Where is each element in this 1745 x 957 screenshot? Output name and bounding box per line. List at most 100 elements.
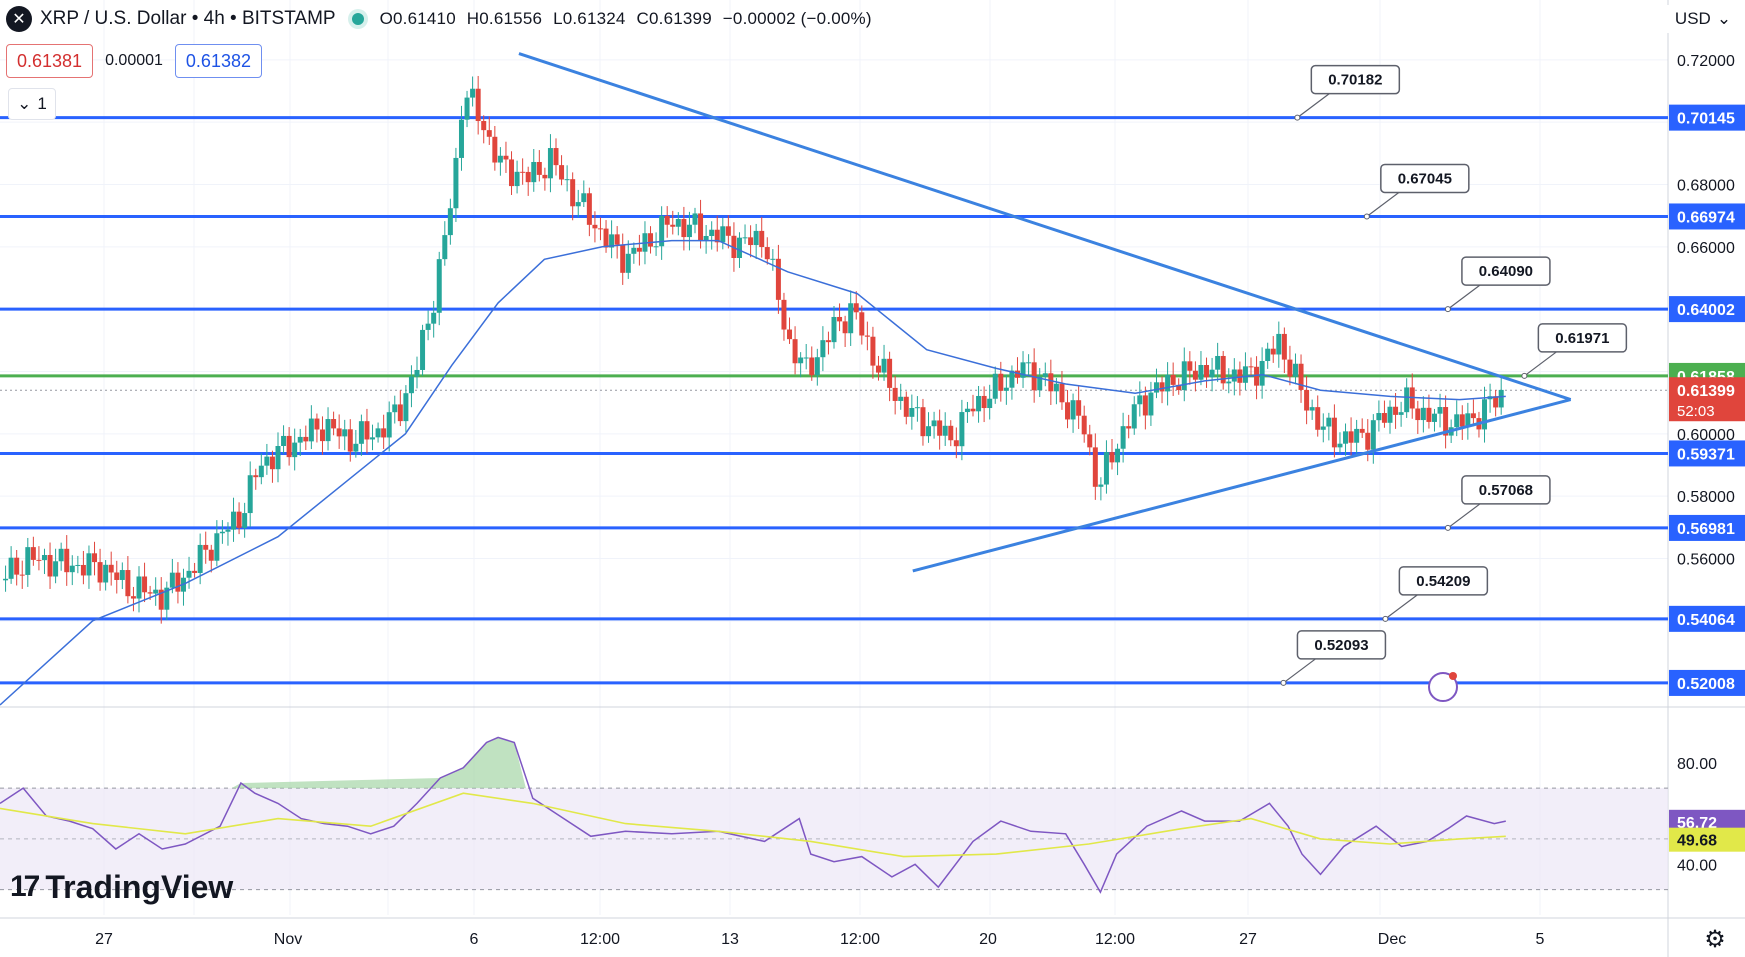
candle-body bbox=[30, 547, 36, 560]
level-axis-label: 0.56981 bbox=[1677, 521, 1735, 538]
candle-body bbox=[269, 456, 275, 470]
time-axis-tick: 20 bbox=[979, 931, 997, 948]
price-axis-tick: 0.58000 bbox=[1677, 489, 1735, 506]
candle-body bbox=[953, 440, 959, 447]
candle-body bbox=[686, 224, 692, 238]
indicators-collapse-button[interactable]: ⌄ 1 bbox=[8, 88, 56, 120]
triangle-trendline-1 bbox=[518, 52, 1572, 401]
candle-body bbox=[1070, 400, 1076, 420]
callout-box bbox=[1461, 475, 1551, 505]
candle-body bbox=[242, 513, 248, 528]
time-axis-tick: 6 bbox=[470, 931, 479, 948]
candle-body bbox=[492, 136, 498, 163]
candle-body bbox=[1087, 434, 1093, 448]
candle-body bbox=[653, 246, 659, 248]
candle-body bbox=[64, 548, 70, 573]
candle-body bbox=[625, 253, 631, 273]
candle-body bbox=[258, 465, 264, 478]
candle-body bbox=[698, 213, 704, 241]
candle-body bbox=[142, 576, 148, 593]
candle-body bbox=[948, 425, 954, 441]
candle-body bbox=[670, 224, 676, 227]
candle-body bbox=[1270, 348, 1276, 355]
open-value: O0.61410 bbox=[379, 9, 456, 28]
candle-body bbox=[114, 572, 120, 580]
gear-icon[interactable]: ⚙ bbox=[1704, 925, 1726, 953]
candle-body bbox=[364, 421, 370, 440]
candle-body bbox=[764, 247, 770, 260]
candle-body bbox=[381, 428, 387, 438]
candle-body bbox=[1326, 417, 1332, 427]
chevron-down-icon: ⌄ bbox=[1716, 9, 1732, 28]
callout-anchor bbox=[1382, 615, 1389, 622]
candle-body bbox=[103, 564, 109, 583]
candle-body bbox=[1292, 363, 1298, 377]
candle-body bbox=[1281, 333, 1287, 360]
buy-button[interactable]: 0.61382 bbox=[174, 44, 262, 78]
candle-body bbox=[725, 226, 731, 236]
candle-body bbox=[164, 587, 170, 610]
candle-body bbox=[80, 564, 86, 576]
candle-body bbox=[1343, 431, 1349, 444]
symbol-title[interactable]: XRP / U.S. Dollar • 4h • BITSTAMP bbox=[40, 8, 336, 29]
candle-body bbox=[25, 547, 31, 575]
candle-body bbox=[1265, 348, 1271, 362]
candle-body bbox=[1081, 415, 1087, 435]
chevron-down-icon: ⌄ bbox=[17, 94, 32, 113]
candle-body bbox=[792, 339, 798, 364]
candle-body bbox=[736, 237, 742, 258]
candle-body bbox=[1231, 369, 1237, 382]
candle-body bbox=[370, 437, 376, 440]
candle-body bbox=[514, 171, 520, 187]
candle-body bbox=[909, 408, 915, 417]
candles bbox=[3, 75, 1504, 624]
candle-body bbox=[631, 247, 637, 254]
candle-body bbox=[609, 234, 615, 248]
candle-body bbox=[297, 436, 303, 443]
sell-button[interactable]: 0.61381 bbox=[6, 44, 94, 78]
candle-body bbox=[586, 193, 592, 225]
candle-body bbox=[798, 357, 804, 364]
candle-body bbox=[1348, 431, 1354, 443]
candle-body bbox=[1187, 361, 1193, 371]
candle-body bbox=[536, 161, 542, 175]
tradingview-logo[interactable]: 17 TradingView bbox=[10, 866, 233, 908]
last-price-label: 0.61399 bbox=[1677, 383, 1735, 400]
candle-body bbox=[709, 229, 715, 236]
candle-body bbox=[1420, 407, 1426, 421]
candle-body bbox=[1359, 428, 1365, 433]
candle-body bbox=[509, 159, 515, 187]
candle-body bbox=[92, 553, 98, 563]
candle-body bbox=[436, 259, 442, 313]
close-value: C0.61399 bbox=[636, 9, 712, 28]
price-axis-tick: 0.66000 bbox=[1677, 240, 1735, 257]
callout-label: 0.67045 bbox=[1398, 170, 1452, 187]
candle-body bbox=[1354, 428, 1360, 443]
candle-body bbox=[1309, 407, 1315, 411]
level-axis-label: 0.59371 bbox=[1677, 446, 1735, 463]
candle-body bbox=[1153, 382, 1159, 393]
time-axis-tick: 13 bbox=[721, 931, 739, 948]
currency-selector[interactable]: USD ⌄ bbox=[1666, 5, 1740, 33]
time-axis-tick: 27 bbox=[1239, 931, 1257, 948]
candle-body bbox=[1304, 389, 1310, 411]
candle-body bbox=[1393, 406, 1399, 415]
tradingview-logo-icon: 17 bbox=[10, 870, 40, 903]
candle-body bbox=[169, 572, 175, 588]
candle-body bbox=[648, 233, 654, 247]
candle-body bbox=[108, 564, 114, 573]
candle-body bbox=[1454, 414, 1460, 428]
candle-body bbox=[1242, 366, 1248, 383]
candle-body bbox=[937, 420, 943, 436]
candle-body bbox=[1098, 484, 1104, 487]
callout-box bbox=[1461, 256, 1551, 286]
candle-body bbox=[486, 130, 492, 137]
candle-body bbox=[1137, 395, 1143, 405]
candle-body bbox=[503, 155, 509, 160]
candle-body bbox=[553, 148, 559, 166]
candle-body bbox=[236, 511, 242, 528]
candle-body bbox=[447, 208, 453, 236]
time-axis-tick: 12:00 bbox=[840, 931, 880, 948]
time-axis-tick: 5 bbox=[1536, 931, 1545, 948]
